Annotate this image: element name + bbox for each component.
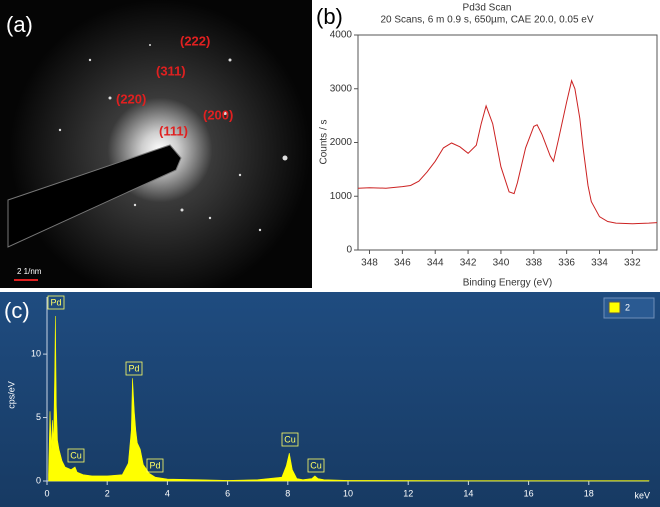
- diffraction-image: [0, 0, 312, 288]
- panel-label: (b): [316, 4, 343, 29]
- x-tick-label: 340: [493, 258, 510, 269]
- chart-title: Pd3d Scan: [463, 3, 512, 14]
- beam-stop: [7, 144, 182, 248]
- x-tick-label: 346: [394, 258, 411, 269]
- y-tick-label: 0: [36, 475, 41, 485]
- y-tick-label: 10: [31, 348, 41, 358]
- peak-label-box: [281, 432, 299, 447]
- x-tick-label: 10: [343, 488, 353, 498]
- x-axis-label: Binding Energy (eV): [463, 278, 553, 289]
- plot-frame: [357, 34, 658, 251]
- legend-label: 2: [625, 302, 630, 312]
- x-tick-label: 332: [624, 258, 641, 269]
- x-tick-label: 2: [105, 488, 110, 498]
- peak-label: Pd: [128, 363, 139, 373]
- legend-swatch: [608, 301, 621, 314]
- y-tick-label: 2000: [330, 137, 353, 148]
- x-tick-label: 342: [460, 258, 477, 269]
- peak-label-box: [125, 361, 143, 376]
- miller-labels: (222) (311) (220) (200) (111): [116, 33, 233, 138]
- x-tick-label: 4: [165, 488, 170, 498]
- peak-label-box: [307, 458, 325, 473]
- y-tick-label: 4000: [330, 30, 353, 41]
- peak-label-box: [67, 448, 85, 463]
- miller-label: (111): [159, 123, 188, 138]
- peak-label-box: [47, 295, 65, 310]
- peak-label: Pd: [149, 460, 160, 470]
- x-tick-label: 338: [525, 258, 542, 269]
- x-tick-label: 18: [584, 488, 594, 498]
- peak-label: Cu: [310, 460, 322, 470]
- x-tick-label: 6: [225, 488, 230, 498]
- chart-subtitle: 20 Scans, 6 m 0.9 s, 650µm, CAE 20.0, 0.…: [380, 15, 593, 26]
- miller-label: (311): [156, 63, 186, 78]
- peak-label: Cu: [284, 434, 296, 444]
- x-tick-label: 16: [524, 488, 534, 498]
- miller-label: (220): [116, 91, 146, 106]
- x-tick-label: 334: [591, 258, 608, 269]
- x-tick-label: 8: [285, 488, 290, 498]
- x-tick-label: 348: [361, 258, 378, 269]
- miller-label: (200): [203, 107, 233, 122]
- spectrum-area: [48, 315, 650, 482]
- image-background: [0, 0, 312, 288]
- miller-label: (222): [180, 33, 210, 48]
- x-tick-label: 12: [403, 488, 413, 498]
- peak-label: Pd: [50, 297, 61, 307]
- x-axis-label: keV: [634, 490, 650, 500]
- y-tick-label: 5: [36, 412, 41, 422]
- x-tick-label: 344: [427, 258, 444, 269]
- panel-label: (a): [6, 12, 33, 37]
- panel-label: (c): [4, 298, 30, 323]
- y-axis-label: Counts / s: [319, 119, 330, 164]
- y-tick-label: 3000: [330, 83, 353, 94]
- x-tick-label: 14: [463, 488, 473, 498]
- peak-label: Cu: [70, 450, 82, 460]
- eds-background: [0, 292, 660, 507]
- y-tick-label: 0: [346, 245, 352, 256]
- peak-label-box: [146, 458, 164, 473]
- x-tick-label: 0: [44, 488, 49, 498]
- data-line: [357, 79, 658, 225]
- x-tick-label: 336: [558, 258, 575, 269]
- y-axis-label: cps/eV: [6, 381, 16, 409]
- diffraction-spots: [58, 44, 288, 232]
- scale-bar-label: 2 1/nm: [17, 267, 42, 276]
- y-tick-label: 1000: [330, 191, 353, 202]
